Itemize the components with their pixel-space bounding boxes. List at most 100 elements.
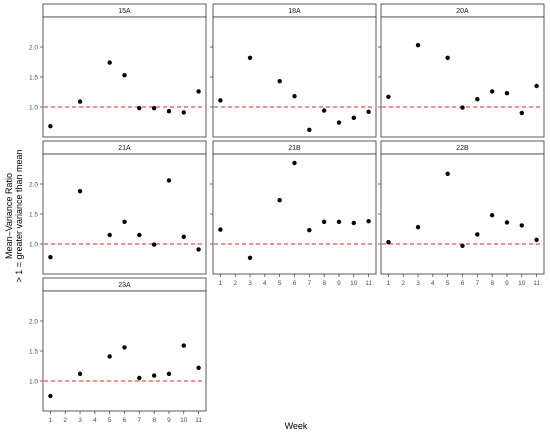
- data-point: [122, 73, 127, 78]
- x-tick-label: 11: [365, 280, 372, 287]
- data-point: [77, 99, 83, 104]
- x-tick-label: 2: [233, 280, 237, 287]
- x-axis-title: Week: [285, 421, 308, 431]
- data-point: [504, 91, 510, 96]
- data-point: [445, 55, 450, 60]
- data-point: [519, 223, 524, 228]
- data-point: [336, 219, 342, 224]
- x-tick-label: 9: [505, 280, 509, 287]
- data-point: [292, 94, 297, 99]
- x-tick-label: 2: [401, 280, 405, 287]
- x-tick-label: 1: [49, 417, 53, 424]
- data-point: [351, 115, 356, 121]
- data-point: [48, 393, 53, 399]
- data-point: [196, 365, 201, 370]
- x-tick-label: 3: [416, 280, 420, 287]
- data-point: [277, 198, 282, 203]
- panel-plot-area: [212, 16, 377, 138]
- panel-plot-area: [42, 153, 207, 275]
- data-point: [137, 375, 142, 381]
- data-point: [475, 97, 480, 102]
- data-point: [48, 255, 53, 260]
- x-tick-label: 7: [308, 280, 312, 287]
- panel-grid: 15A 1.0 1.5 2.0 18A 20A 21A 1.0 1.5 2.0 21B 1 2 3 4 5 6 7…: [29, 3, 545, 424]
- data-point: [218, 98, 223, 103]
- y-tick-label: 2.0: [29, 44, 38, 51]
- data-point: [475, 232, 480, 237]
- panel-22b: 22B 1 2 3 4 5 6 7 8 9 10 11: [378, 140, 545, 287]
- data-point: [151, 106, 157, 111]
- x-tick-label: 10: [350, 280, 358, 287]
- data-point: [137, 232, 142, 238]
- x-tick-label: 9: [337, 280, 341, 287]
- data-point: [366, 109, 371, 115]
- x-tick-label: 4: [263, 280, 267, 287]
- data-point: [321, 108, 327, 113]
- panel-18a: 18A: [210, 3, 377, 138]
- x-tick-label: 10: [180, 417, 188, 424]
- data-point: [122, 219, 127, 224]
- x-tick-label: 9: [167, 417, 171, 424]
- panel-strip-label: 22B: [456, 145, 469, 152]
- x-tick-label: 11: [195, 417, 202, 424]
- data-point: [196, 247, 201, 252]
- data-point: [247, 255, 253, 260]
- data-point: [534, 83, 539, 89]
- data-point: [77, 189, 83, 194]
- y-tick-label: 2.0: [29, 181, 38, 188]
- x-tick-label: 8: [152, 417, 156, 424]
- y-tick-label: 1.5: [29, 74, 38, 81]
- panel-plot-area: [42, 290, 207, 412]
- data-point: [489, 89, 495, 94]
- data-point: [151, 373, 157, 378]
- x-tick-label: 4: [431, 280, 435, 287]
- y-tick-label: 2.0: [29, 318, 38, 325]
- panel-strip-label: 20A: [456, 8, 469, 15]
- panel-strip-label: 21B: [288, 145, 301, 152]
- panel-21a: 21A 1.0 1.5 2.0: [29, 140, 207, 275]
- data-point: [166, 178, 172, 183]
- data-point: [151, 242, 157, 247]
- x-tick-label: 1: [387, 280, 391, 287]
- x-tick-label: 8: [490, 280, 494, 287]
- data-point: [181, 343, 186, 348]
- x-tick-label: 5: [278, 280, 282, 287]
- x-tick-label: 2: [63, 417, 67, 424]
- data-point: [415, 225, 421, 230]
- y-tick-label: 1.5: [29, 211, 38, 218]
- panel-20a: 20A: [378, 3, 545, 138]
- data-point: [366, 219, 371, 224]
- y-axis-title-line-1: Mean–Variance Ratio: [4, 173, 14, 259]
- data-point: [519, 110, 524, 116]
- x-tick-label: 11: [533, 280, 540, 287]
- panel-strip-label: 18A: [288, 8, 301, 15]
- data-point: [196, 89, 201, 94]
- panel-strip-label: 23A: [118, 282, 131, 289]
- panel-strip-label: 15A: [118, 8, 131, 15]
- x-tick-label: 1: [219, 280, 223, 287]
- data-point: [107, 60, 112, 65]
- x-tick-label: 10: [518, 280, 526, 287]
- y-axis-title-line-2: > 1 = greater variance than mean: [14, 149, 24, 282]
- data-point: [122, 345, 127, 350]
- data-point: [307, 127, 312, 132]
- data-point: [137, 106, 142, 111]
- data-point: [166, 371, 172, 376]
- panel-21b: 21B 1 2 3 4 5 6 7 8 9 10 11: [210, 140, 377, 287]
- data-point: [166, 109, 172, 114]
- data-point: [489, 213, 495, 218]
- x-tick-label: 6: [123, 417, 127, 424]
- data-point: [415, 43, 421, 48]
- y-tick-label: 1.5: [29, 348, 38, 355]
- data-point: [292, 160, 297, 166]
- y-tick-label: 1.0: [29, 378, 38, 385]
- x-tick-label: 5: [446, 280, 450, 287]
- data-point: [218, 227, 223, 232]
- x-tick-label: 8: [322, 280, 326, 287]
- data-point: [336, 120, 342, 125]
- data-point: [107, 354, 112, 359]
- data-point: [77, 371, 83, 376]
- panel-strip-label: 21A: [118, 145, 131, 152]
- panel-23a: 23A 1.0 1.5 2.0 1 2 3 4 5 6 7 8 9 10 11: [29, 277, 207, 424]
